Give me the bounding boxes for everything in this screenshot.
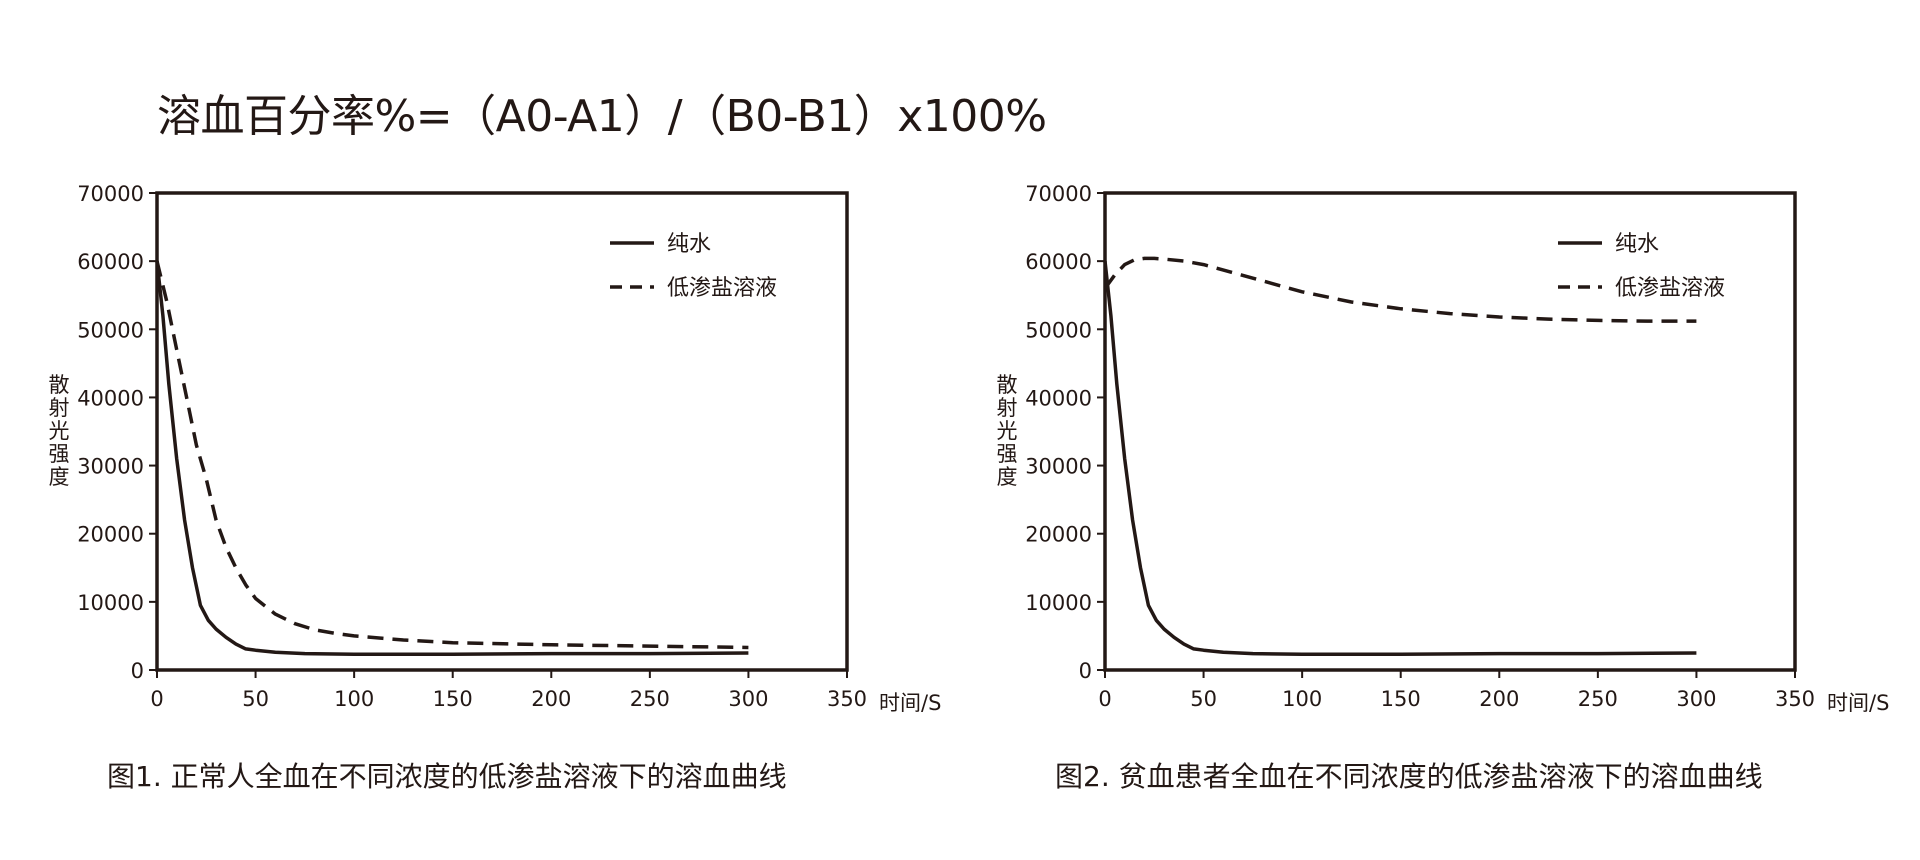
x-tick-label: 100 bbox=[334, 687, 374, 711]
x-tick-label: 0 bbox=[150, 687, 163, 711]
x-tick-label: 350 bbox=[1775, 687, 1815, 711]
plot-frame bbox=[155, 191, 849, 672]
y-tick-label: 60000 bbox=[77, 250, 144, 274]
y-tick-label: 70000 bbox=[1025, 182, 1092, 206]
chart-2-y-axis-label: 散射光强度 bbox=[995, 374, 1019, 489]
y-axis-label-char: 度 bbox=[996, 465, 1018, 489]
legend-label: 低渗盐溶液 bbox=[1615, 276, 1725, 301]
y-tick-label: 50000 bbox=[1025, 318, 1092, 342]
y-axis-label-char: 射 bbox=[996, 396, 1018, 420]
y-tick-label: 0 bbox=[1079, 659, 1092, 683]
y-axis-label-char: 光 bbox=[48, 419, 70, 443]
legend-label: 纯水 bbox=[1615, 232, 1659, 257]
x-tick-label: 250 bbox=[630, 687, 670, 711]
legend-label: 纯水 bbox=[667, 232, 711, 257]
y-tick-label: 0 bbox=[131, 659, 144, 683]
formula-title: 溶血百分率%=（A0-A1）/（B0-B1）x100% bbox=[157, 91, 1047, 142]
x-axis-label: 时间/S bbox=[1827, 691, 1889, 715]
y-tick-label: 10000 bbox=[1025, 591, 1092, 615]
chart-1: 0 50 100 150 200 250 300 350 0 10000 20000 30000 400… bbox=[77, 182, 941, 715]
x-tick-label: 0 bbox=[1098, 687, 1111, 711]
y-axis-label-char: 度 bbox=[48, 465, 70, 489]
y-tick-label: 40000 bbox=[77, 386, 144, 410]
x-tick-label: 150 bbox=[433, 687, 473, 711]
y-axis-label-char: 强 bbox=[48, 442, 70, 466]
x-tick-label: 100 bbox=[1282, 687, 1322, 711]
y-tick-label: 60000 bbox=[1025, 250, 1092, 274]
chart-2: 0 50 100 150 200 250 300 350 0 10000 20000 30000 400… bbox=[1025, 182, 1889, 715]
y-tick-label: 20000 bbox=[1025, 523, 1092, 547]
x-tick-label: 300 bbox=[1676, 687, 1716, 711]
y-tick-label: 30000 bbox=[1025, 455, 1092, 479]
y-axis-label-char: 射 bbox=[48, 396, 70, 420]
x-tick-label: 50 bbox=[242, 687, 269, 711]
x-tick-label: 300 bbox=[728, 687, 768, 711]
x-tick-label: 50 bbox=[1190, 687, 1217, 711]
legend-label: 低渗盐溶液 bbox=[667, 276, 777, 301]
x-tick-label: 200 bbox=[531, 687, 571, 711]
y-axis-label-char: 散 bbox=[48, 373, 70, 397]
y-tick-label: 70000 bbox=[77, 182, 144, 206]
y-tick-label: 50000 bbox=[77, 318, 144, 342]
series-line-dashed bbox=[155, 260, 749, 650]
y-axis-label-char: 强 bbox=[996, 442, 1018, 466]
y-axis-label-char: 光 bbox=[996, 419, 1018, 443]
x-tick-label: 200 bbox=[1479, 687, 1519, 711]
series-line-solid bbox=[1103, 260, 1697, 657]
x-tick-label: 150 bbox=[1381, 687, 1421, 711]
y-tick-label: 40000 bbox=[1025, 386, 1092, 410]
series-line-solid bbox=[155, 260, 749, 657]
chart-1-y-axis-label: 散射光强度 bbox=[47, 374, 71, 489]
series-line-dashed bbox=[1103, 256, 1697, 323]
chart-1-caption: 图1. 正常人全血在不同浓度的低渗盐溶液下的溶血曲线 bbox=[107, 760, 787, 793]
chart-2-caption: 图2. 贫血患者全血在不同浓度的低渗盐溶液下的溶血曲线 bbox=[1055, 760, 1763, 793]
x-axis-label: 时间/S bbox=[879, 691, 941, 715]
plot-frame bbox=[1103, 191, 1797, 672]
y-tick-label: 20000 bbox=[77, 523, 144, 547]
y-axis-label-char: 散 bbox=[996, 373, 1018, 397]
x-tick-label: 250 bbox=[1578, 687, 1618, 711]
y-tick-label: 10000 bbox=[77, 591, 144, 615]
y-tick-label: 30000 bbox=[77, 455, 144, 479]
x-tick-label: 350 bbox=[827, 687, 867, 711]
